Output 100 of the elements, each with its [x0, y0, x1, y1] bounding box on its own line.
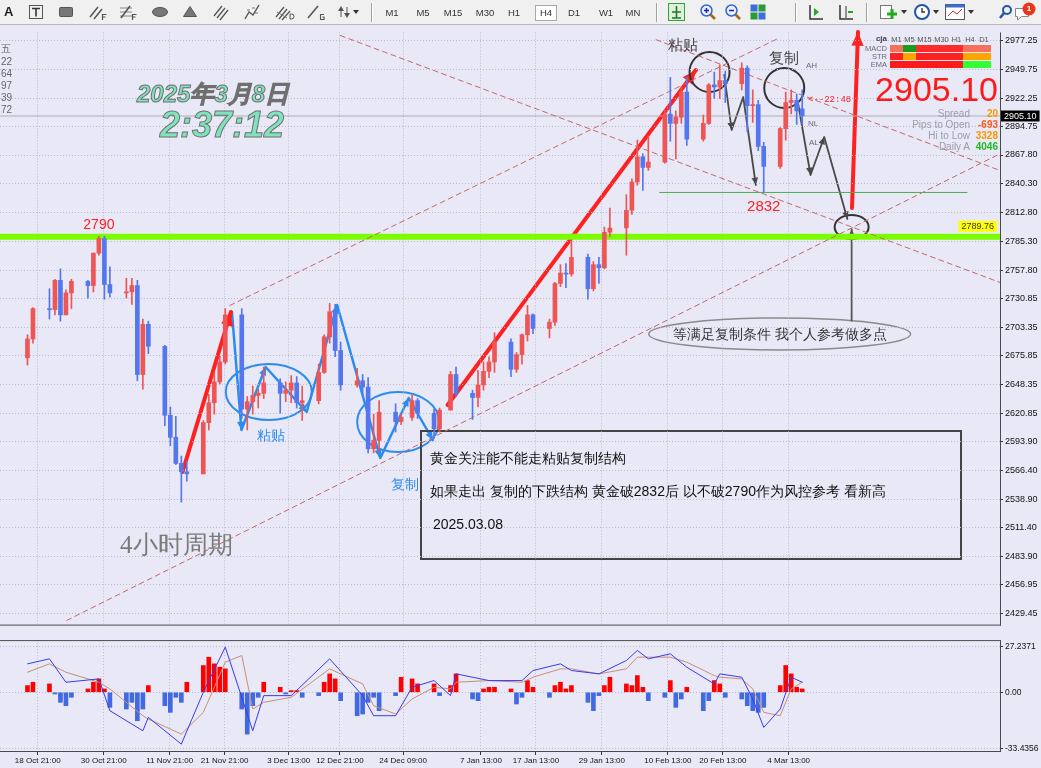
y-tick-label: 2840.30: [1005, 178, 1038, 189]
annotation: Hi to Low: [928, 130, 970, 141]
annotation: AL: [809, 138, 819, 147]
x-tick-label: 20 Feb 13:00: [699, 756, 747, 765]
x-tick-label: 17 Jan 13:00: [512, 756, 560, 765]
annotation: Spread: [937, 108, 970, 119]
annotation: 复制: [769, 49, 800, 66]
x-tick-label: 21 Nov 21:00: [200, 756, 249, 765]
y-tick-label: 2620.85: [1005, 407, 1038, 418]
x-tick-label: 12 Dec 21:00: [316, 756, 365, 765]
annotation: 2025年3月8日: [137, 80, 290, 107]
bar: [316, 692, 322, 696]
y-tick-label: 2483.90: [1005, 551, 1038, 562]
bar: [662, 692, 668, 698]
y-tick-label: 2730.85: [1005, 292, 1038, 303]
bar: [393, 692, 398, 696]
annotation: 2905.10: [875, 70, 998, 108]
bar: [684, 686, 690, 693]
annotation: 72: [1, 104, 13, 115]
x-tick-label: 4 Mar 13:00: [767, 756, 811, 765]
text: A: [4, 4, 14, 19]
ref-line-label: 2905.10: [1004, 110, 1037, 121]
annotation: 如果走出 复制的下跌结构 黄金破2832后 以不破2790作为风控参考 看新高: [430, 483, 886, 499]
text: M30: [475, 7, 495, 18]
annotation: <--22:48: [808, 95, 852, 105]
annotation: 22: [1, 56, 13, 67]
annotation: -693: [977, 119, 998, 130]
annotation: Pips to Open: [912, 119, 970, 130]
bar: [277, 686, 283, 693]
bar: [646, 692, 651, 701]
annotation: Daily A: [938, 141, 970, 152]
y-tick-label: 0.00: [1005, 686, 1022, 697]
text: W1: [598, 7, 614, 18]
y-tick-label: 2922.25: [1005, 92, 1038, 103]
y-tick-label: 2538.90: [1005, 493, 1038, 504]
x-tick-label: 30 Oct 21:00: [80, 756, 128, 765]
text: H4: [534, 5, 558, 21]
candlestick: [717, 64, 723, 99]
candlestick: [750, 89, 756, 123]
x-tick-label: 11 Nov 21:00: [146, 756, 194, 765]
y-tick-label: 2894.75: [1005, 121, 1038, 132]
bar: [146, 685, 151, 693]
candlestick: [673, 110, 679, 160]
annotation: 4046: [975, 141, 998, 152]
text: H1: [507, 7, 521, 18]
text: 1: [1026, 4, 1032, 13]
text: MN: [625, 7, 641, 18]
y-tick-label: 2511.40: [1005, 522, 1037, 533]
bar: [184, 681, 190, 693]
y-tick-label: 2675.85: [1005, 350, 1038, 361]
annotation: cja: [875, 34, 887, 43]
annotation: 等满足复制条件 我个人参考做多点: [672, 325, 887, 342]
x-tick-label: 3 Dec 13:00: [267, 756, 311, 765]
annotation: 2790: [83, 216, 115, 233]
annotation: 五: [1, 43, 11, 54]
x-tick-label: 10 Feb 13:00: [644, 756, 692, 765]
bar: [668, 680, 673, 693]
y-tick-label: 2867.80: [1005, 149, 1038, 160]
x-tick-label: 7 Jan 13:00: [460, 756, 503, 765]
annotation: 4小时周期: [120, 531, 233, 558]
annotation: NL: [808, 119, 819, 128]
annotation: 64: [1, 68, 13, 79]
y-tick-label: 2593.90: [1005, 436, 1038, 447]
y-tick-label: 2648.35: [1005, 379, 1038, 390]
ref-line-label: 2789.76: [961, 221, 995, 232]
candlestick: [722, 70, 728, 103]
annotation: 3328: [975, 130, 998, 141]
y-tick-label: 27.2371: [1005, 641, 1036, 652]
bar: [437, 692, 442, 696]
y-tick-label: 2429.45: [1005, 608, 1038, 619]
annotation: 2025.03.08: [433, 516, 504, 532]
y-tick-label: 2785.30: [1005, 235, 1038, 246]
bar: [722, 692, 728, 698]
y-tick-label: 2812.80: [1005, 207, 1038, 218]
y-tick-label: 2757.80: [1005, 264, 1038, 275]
annotation: 97: [1, 80, 13, 91]
annotation: 20: [986, 108, 998, 119]
annotation: 39: [1, 92, 13, 103]
bar: [547, 692, 552, 698]
annotation: 黄金关注能不能走粘贴复制结构: [430, 450, 626, 466]
y-tick-label: 2949.75: [1005, 63, 1038, 74]
annotation: 粘贴: [256, 427, 285, 443]
y-tick-label: 2566.40: [1005, 464, 1038, 475]
annotation: 2832: [747, 197, 781, 215]
annotation: AH: [806, 61, 818, 70]
x-tick-label: 29 Jan 13:00: [578, 756, 626, 765]
y-tick-label: 2977.25: [1005, 34, 1038, 45]
text: M15: [443, 7, 463, 18]
text: M1: [385, 7, 399, 18]
annotation: 复制: [391, 476, 419, 492]
x-tick-label: 24 Dec 09:00: [379, 756, 428, 765]
text: M5: [416, 7, 430, 18]
bar: [299, 692, 305, 698]
y-tick-label: 2456.95: [1005, 579, 1038, 590]
y-tick-label: 2703.35: [1005, 321, 1038, 332]
text: D1: [567, 7, 581, 18]
annotation: 粘贴: [668, 36, 699, 53]
candlestick: [711, 71, 717, 99]
x-tick-label: 18 Oct 21:00: [14, 756, 62, 765]
bar: [261, 681, 267, 693]
